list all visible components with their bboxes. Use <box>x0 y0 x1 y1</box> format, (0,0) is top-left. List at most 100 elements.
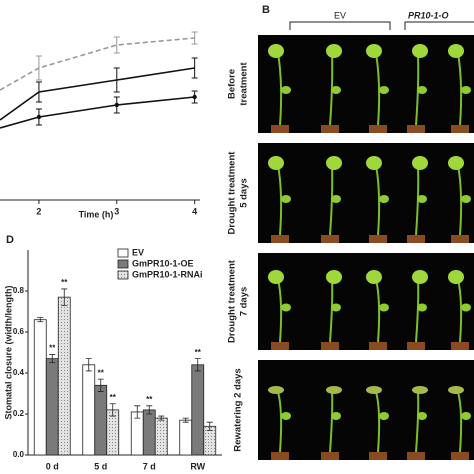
pot <box>321 452 339 460</box>
pot <box>321 125 339 133</box>
leaf <box>379 303 389 312</box>
stem <box>457 164 463 236</box>
error-bar <box>134 405 141 419</box>
group-label: EV <box>334 10 346 20</box>
error-bar <box>37 317 44 323</box>
leaf <box>412 44 428 58</box>
error-bar <box>191 57 198 79</box>
stem <box>329 164 334 236</box>
stem <box>277 52 283 126</box>
pot <box>407 452 425 460</box>
bar <box>33 319 47 456</box>
row-label: Rewatering 2 days <box>233 368 244 451</box>
x-tick-label: 7 d <box>143 461 156 471</box>
significance: ** <box>61 278 68 287</box>
stem <box>415 52 420 126</box>
leaf <box>331 412 341 420</box>
error-bar <box>49 354 56 364</box>
bar <box>106 409 120 456</box>
pot <box>271 235 289 243</box>
stem <box>375 52 381 126</box>
photo <box>258 35 474 133</box>
bar <box>82 364 96 456</box>
pot <box>369 342 387 350</box>
leaf <box>412 270 428 284</box>
leaf <box>417 412 427 420</box>
leaf <box>448 270 464 284</box>
leaf <box>281 412 291 420</box>
error-bar <box>113 67 120 93</box>
photo <box>258 143 474 243</box>
x-tick-label: 0 d <box>46 461 59 471</box>
leaf <box>448 44 464 58</box>
bracket <box>289 21 391 30</box>
leaf <box>268 44 284 58</box>
y-tick-label: 0.0 <box>13 450 25 459</box>
bar <box>142 409 156 456</box>
pot <box>271 342 289 350</box>
line <box>0 67 195 121</box>
legend-swatch <box>117 270 129 280</box>
stem <box>277 164 283 236</box>
x-tick-label: 3 <box>114 206 119 216</box>
leaf <box>461 86 471 94</box>
leaf <box>268 386 284 394</box>
marker <box>114 102 119 108</box>
leaf <box>366 270 382 284</box>
bar <box>179 419 193 456</box>
error-bar <box>182 417 189 423</box>
error-bar <box>35 55 42 81</box>
leaf <box>331 195 341 203</box>
y-tick-label: 0.4 <box>13 368 25 377</box>
error-bar <box>35 81 42 103</box>
leaf <box>326 156 342 170</box>
leaf <box>281 195 291 203</box>
leaf <box>379 86 389 94</box>
error-bar <box>191 31 198 45</box>
significance: ** <box>110 393 117 402</box>
leaf <box>331 86 341 94</box>
legend-label: GmPR10-1-RNAi <box>132 269 203 279</box>
row-label: Drought treatment <box>227 259 238 343</box>
leaf <box>366 44 382 58</box>
bar <box>57 296 71 456</box>
bracket <box>404 21 474 30</box>
leaf <box>366 386 382 394</box>
error-bar <box>194 358 201 372</box>
pot <box>407 235 425 243</box>
significance: ** <box>98 368 105 377</box>
leaf <box>379 412 389 420</box>
pot <box>369 125 387 133</box>
error-bar <box>61 288 68 306</box>
pot <box>451 452 469 460</box>
pot <box>451 235 469 243</box>
leaf <box>366 156 382 170</box>
leaf <box>417 86 427 94</box>
leaf <box>417 303 427 312</box>
leaf <box>461 195 471 203</box>
legend-swatch <box>117 248 129 258</box>
pot <box>451 342 469 350</box>
leaf <box>326 270 342 284</box>
error-bar <box>109 403 116 417</box>
row-label: Drought treatment <box>227 151 238 235</box>
leaf <box>412 386 428 394</box>
pot <box>321 342 339 350</box>
leaf <box>331 303 341 312</box>
error-bar <box>146 405 153 415</box>
leaf <box>417 195 427 203</box>
row-label: treatment <box>239 62 250 106</box>
row-label: 5 days <box>239 178 250 208</box>
bar <box>191 364 205 456</box>
stem <box>457 52 463 126</box>
leaf <box>268 270 284 284</box>
group-label: PR10-1-O <box>408 10 449 20</box>
error-bar <box>206 421 213 431</box>
x-tick-label: 2 <box>36 206 41 216</box>
legend-label: EV <box>132 247 144 257</box>
bar <box>94 384 108 456</box>
leaf <box>281 86 291 94</box>
line <box>0 96 195 129</box>
leaf <box>412 156 428 170</box>
x-tick-label: RW <box>190 461 205 471</box>
